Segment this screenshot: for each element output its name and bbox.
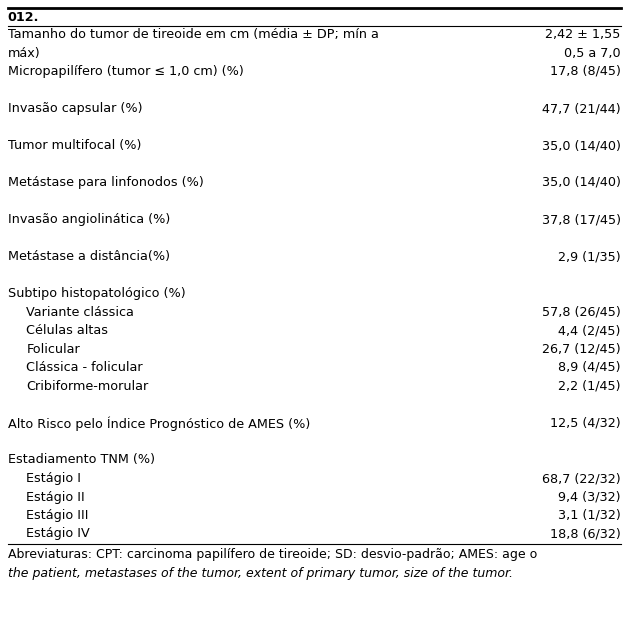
Text: 57,8 (26/45): 57,8 (26/45) [542,305,621,318]
Text: Clássica - folicular: Clássica - folicular [26,361,143,374]
Text: Metástase para linfonodos (%): Metástase para linfonodos (%) [8,176,203,189]
Text: 18,8 (6/32): 18,8 (6/32) [550,528,621,541]
Text: 8,9 (4/45): 8,9 (4/45) [559,361,621,374]
Text: 2,2 (1/45): 2,2 (1/45) [559,379,621,392]
Text: Invasão capsular (%): Invasão capsular (%) [8,102,142,115]
Text: Células altas: Células altas [26,324,108,337]
Text: 35,0 (14/40): 35,0 (14/40) [542,176,621,189]
Text: Estágio II: Estágio II [26,491,85,504]
Text: Cribiforme-morular: Cribiforme-morular [26,379,148,392]
Text: 4,4 (2/45): 4,4 (2/45) [559,324,621,337]
Text: Tumor multifocal (%): Tumor multifocal (%) [8,139,141,152]
Text: 35,0 (14/40): 35,0 (14/40) [542,139,621,152]
Text: Estágio I: Estágio I [26,472,81,485]
Text: Estadiamento TNM (%): Estadiamento TNM (%) [8,454,155,467]
Text: Micropapilífero (tumor ≤ 1,0 cm) (%): Micropapilífero (tumor ≤ 1,0 cm) (%) [8,65,243,78]
Text: 012.: 012. [8,11,39,24]
Text: Estágio III: Estágio III [26,509,89,522]
Text: the patient, metastases of the tumor, extent of primary tumor, size of the tumor: the patient, metastases of the tumor, ex… [8,567,513,580]
Text: 0,5 a 7,0: 0,5 a 7,0 [564,46,621,59]
Text: Abreviaturas: CPT: carcinoma papilífero de tireoide; SD: desvio-padrão; AMES: ag: Abreviaturas: CPT: carcinoma papilífero … [8,548,537,561]
Text: 9,4 (3/32): 9,4 (3/32) [559,491,621,504]
Text: 12,5 (4/32): 12,5 (4/32) [550,417,621,430]
Text: Subtipo histopatológico (%): Subtipo histopatológico (%) [8,287,185,300]
Text: máx): máx) [8,46,40,59]
Text: 26,7 (12/45): 26,7 (12/45) [542,342,621,355]
Text: 3,1 (1/32): 3,1 (1/32) [558,509,621,522]
Text: 2,42 ± 1,55: 2,42 ± 1,55 [545,28,621,41]
Text: 17,8 (8/45): 17,8 (8/45) [550,65,621,78]
Text: Invasão angiolinática (%): Invasão angiolinática (%) [8,213,170,226]
Text: 47,7 (21/44): 47,7 (21/44) [542,102,621,115]
Text: Tamanho do tumor de tireoide em cm (média ± DP; mín a: Tamanho do tumor de tireoide em cm (médi… [8,28,379,41]
Text: Alto Risco pelo Índice Prognóstico de AMES (%): Alto Risco pelo Índice Prognóstico de AM… [8,417,310,431]
Text: Metástase a distância(%): Metástase a distância(%) [8,250,170,263]
Text: Folicular: Folicular [26,342,80,355]
Text: 68,7 (22/32): 68,7 (22/32) [542,472,621,485]
Text: 2,9 (1/35): 2,9 (1/35) [558,250,621,263]
Text: Variante clássica: Variante clássica [26,305,135,318]
Text: Estágio IV: Estágio IV [26,528,90,541]
Text: 37,8 (17/45): 37,8 (17/45) [542,213,621,226]
